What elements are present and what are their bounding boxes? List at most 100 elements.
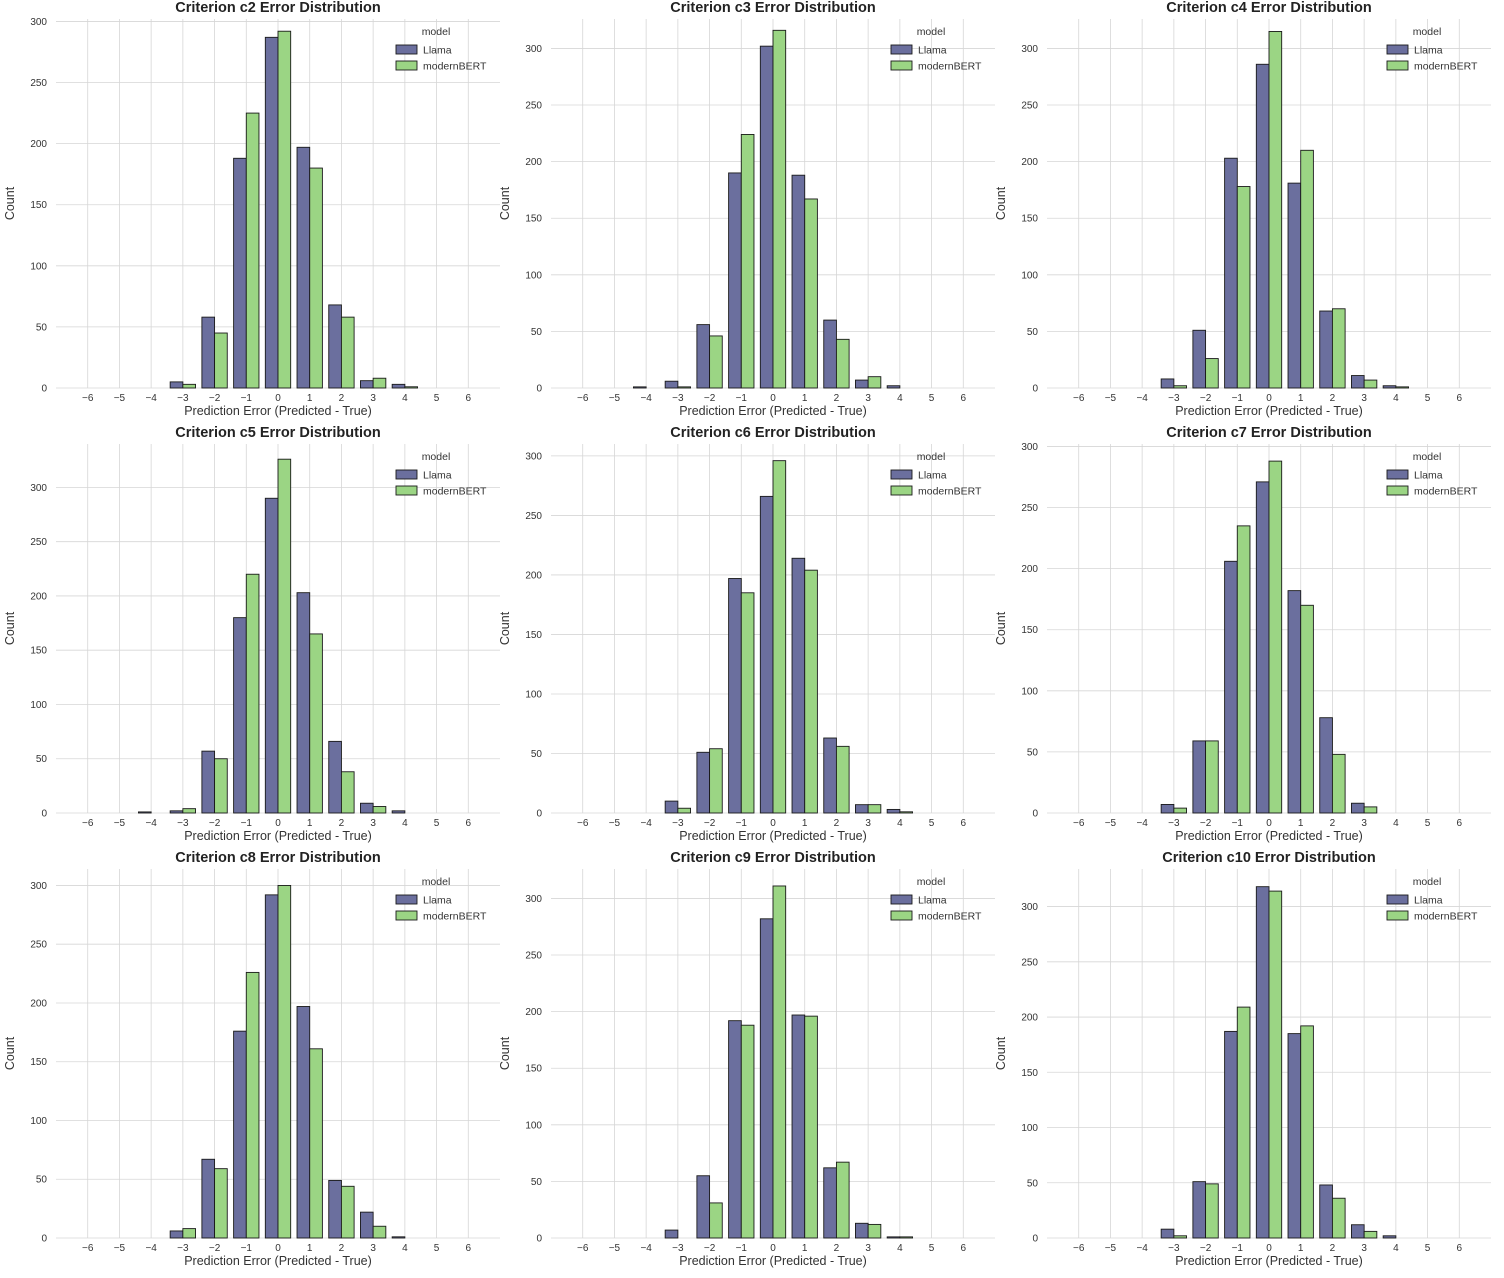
bar-modernbert-2 [835, 1161, 850, 1239]
bar-modernbert--2 [709, 748, 723, 814]
chart-panel-5: −6 −5 −4 −3 −2 −1 0 1 2 3 4 5 6 0 50 100 150 200 250 300 Cri… [498, 425, 995, 843]
bar-modernbert--3 [182, 1228, 196, 1239]
y-axis-label: Count [3, 1036, 17, 1070]
bar-llama--1 [233, 617, 247, 814]
x-tick-label: 0 [1266, 393, 1272, 404]
legend-swatch-llama [1386, 44, 1409, 55]
bar-llama-2 [823, 1167, 837, 1239]
x-tick-label: −6 [577, 818, 589, 829]
x-tick-label: 3 [1361, 818, 1367, 829]
x-tick-label: 3 [865, 818, 871, 829]
bar-llama-2 [328, 740, 342, 814]
bar-modernbert-3 [372, 1225, 387, 1239]
x-tick-label: 2 [339, 393, 345, 404]
bars [1160, 886, 1397, 1239]
bars [169, 885, 406, 1239]
x-tick-label: −6 [577, 1243, 589, 1254]
y-axis-label: Count [498, 611, 512, 645]
bar-llama--1 [1224, 560, 1238, 814]
bar-llama-4 [1382, 385, 1397, 389]
bar-llama-3 [1351, 375, 1365, 389]
bar-llama--1 [728, 578, 742, 814]
bar-modernbert--3 [677, 386, 691, 389]
bar-llama-0 [1255, 481, 1270, 814]
x-tick-label: −1 [736, 1243, 748, 1254]
x-tick-label: −5 [114, 818, 126, 829]
legend-swatch-modernbert [395, 485, 418, 496]
x-tick-label: 2 [339, 818, 345, 829]
bar-modernbert--2 [709, 335, 723, 389]
y-tick-label: 150 [525, 214, 542, 225]
x-tick-label: 4 [1393, 818, 1399, 829]
chart-panel-7: −6 −5 −4 −3 −2 −1 0 1 2 3 4 5 6 0 50 100 150 200 250 300 Cri… [3, 850, 500, 1268]
bar-modernbert--2 [214, 758, 228, 814]
y-tick-label: 50 [36, 754, 48, 765]
bar-modernbert-3 [1363, 379, 1378, 389]
bar-llama-2 [328, 1179, 342, 1239]
x-tick-label: 0 [1266, 818, 1272, 829]
x-tick-label: −3 [672, 393, 684, 404]
bar-modernbert--1 [1236, 186, 1251, 389]
x-tick-label: 1 [802, 1243, 808, 1254]
y-axis-label: Count [994, 1036, 1008, 1070]
x-tick-label: 5 [929, 393, 935, 404]
bar-llama-3 [1351, 1224, 1365, 1239]
legend-swatch-llama [395, 44, 418, 55]
legend-title: model [422, 451, 451, 463]
legend-swatch-llama [395, 469, 418, 480]
chart-panel-8: −6 −5 −4 −3 −2 −1 0 1 2 3 4 5 6 0 50 100 150 200 250 300 Cri… [498, 850, 995, 1268]
legend-label-llama: Llama [1414, 895, 1443, 907]
y-tick-label: 150 [525, 1064, 542, 1075]
x-tick-label: 3 [370, 1243, 376, 1254]
bar-modernbert-0 [1268, 890, 1283, 1239]
x-tick-label: 4 [402, 818, 408, 829]
bar-modernbert--3 [1173, 807, 1187, 814]
bar-modernbert-3 [372, 377, 387, 389]
chart-panel-4: −6 −5 −4 −3 −2 −1 0 1 2 3 4 5 6 0 50 100 150 200 250 300 Cri… [3, 425, 500, 843]
y-axis-label: Count [498, 1036, 512, 1070]
x-tick-label: 3 [1361, 393, 1367, 404]
x-tick-label: 6 [961, 393, 967, 404]
bar-modernbert--1 [740, 134, 755, 389]
x-tick-label: 3 [865, 1243, 871, 1254]
x-tick-label: −1 [736, 393, 748, 404]
x-tick-label: 1 [1298, 818, 1304, 829]
bar-llama-3 [360, 380, 374, 389]
y-tick-label: 250 [525, 951, 542, 962]
x-tick-label: −1 [241, 393, 253, 404]
y-tick-label: 0 [1032, 1234, 1038, 1245]
bar-llama-2 [823, 319, 837, 389]
legend-title: model [422, 876, 451, 888]
bar-modernbert-1 [804, 569, 818, 814]
bar-modernbert-2 [835, 338, 850, 389]
bar-llama--2 [696, 1175, 711, 1239]
y-tick-label: 100 [525, 270, 542, 281]
x-axis-label: Prediction Error (Predicted - True) [679, 829, 867, 843]
x-tick-label: 5 [434, 1243, 440, 1254]
x-tick-label: 0 [275, 818, 281, 829]
x-tick-label: −4 [1136, 818, 1148, 829]
y-tick-label: 250 [525, 511, 542, 522]
x-tick-label: 5 [434, 818, 440, 829]
x-tick-label: −3 [1168, 818, 1180, 829]
x-tick-label: −2 [209, 393, 221, 404]
bar-llama--1 [233, 157, 247, 389]
x-tick-label: −6 [1073, 1243, 1085, 1254]
bar-modernbert-0 [277, 458, 292, 814]
x-tick-label: 2 [1330, 393, 1336, 404]
y-tick-label: 300 [1021, 44, 1038, 55]
bar-llama-1 [791, 1014, 806, 1239]
x-tick-label: −2 [209, 1243, 221, 1254]
bar-modernbert--1 [740, 592, 755, 814]
x-tick-label: −3 [177, 818, 189, 829]
x-tick-label: 2 [834, 818, 840, 829]
y-tick-label: 50 [531, 749, 543, 760]
bar-modernbert--2 [214, 332, 228, 389]
legend-label-modernbert: modernBERT [918, 486, 982, 498]
x-tick-label: 3 [1361, 1243, 1367, 1254]
x-tick-label: 0 [275, 1243, 281, 1254]
x-tick-label: 1 [307, 1243, 313, 1254]
x-tick-label: −1 [1232, 818, 1244, 829]
x-tick-label: −5 [1105, 393, 1117, 404]
